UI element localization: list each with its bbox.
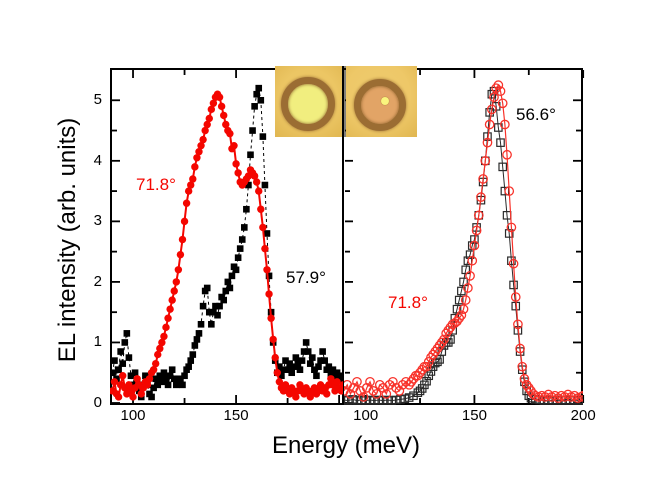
y-tick-label: 3 (93, 212, 102, 230)
y-tick-label: 5 (93, 91, 102, 109)
panel-divider-line (342, 66, 344, 137)
plot-panel-right (344, 68, 583, 405)
aperture-dot-icon (381, 97, 389, 105)
annotation-angle-right-red: 71.8° (388, 293, 428, 312)
x-tick-label: 200 (570, 407, 596, 424)
plot-panel-left (110, 68, 344, 405)
x-tick-label: 100 (120, 407, 146, 424)
annotation-angle-left-red: 71.8° (136, 175, 176, 194)
inset-photo-right (346, 66, 417, 137)
x-tick-label: 150 (461, 407, 487, 424)
y-tick-label: 4 (93, 151, 102, 169)
annotation-angle-right-black: 56.6° (516, 105, 556, 124)
y-tick-label: 1 (93, 333, 102, 351)
x-axis-label: Energy (meV) (271, 432, 421, 459)
x-tick-label: 150 (223, 407, 249, 424)
mesa-ring-left-icon (281, 77, 335, 131)
y-tick-label: 2 (93, 272, 102, 290)
y-tick-label: 0 (93, 394, 102, 411)
mesa-ring-right-icon (354, 79, 406, 131)
inset-micrographs (275, 66, 417, 137)
annotation-angle-left-black: 57.9° (286, 268, 326, 287)
inset-photo-left (275, 66, 343, 137)
x-tick-label: 100 (353, 407, 379, 424)
